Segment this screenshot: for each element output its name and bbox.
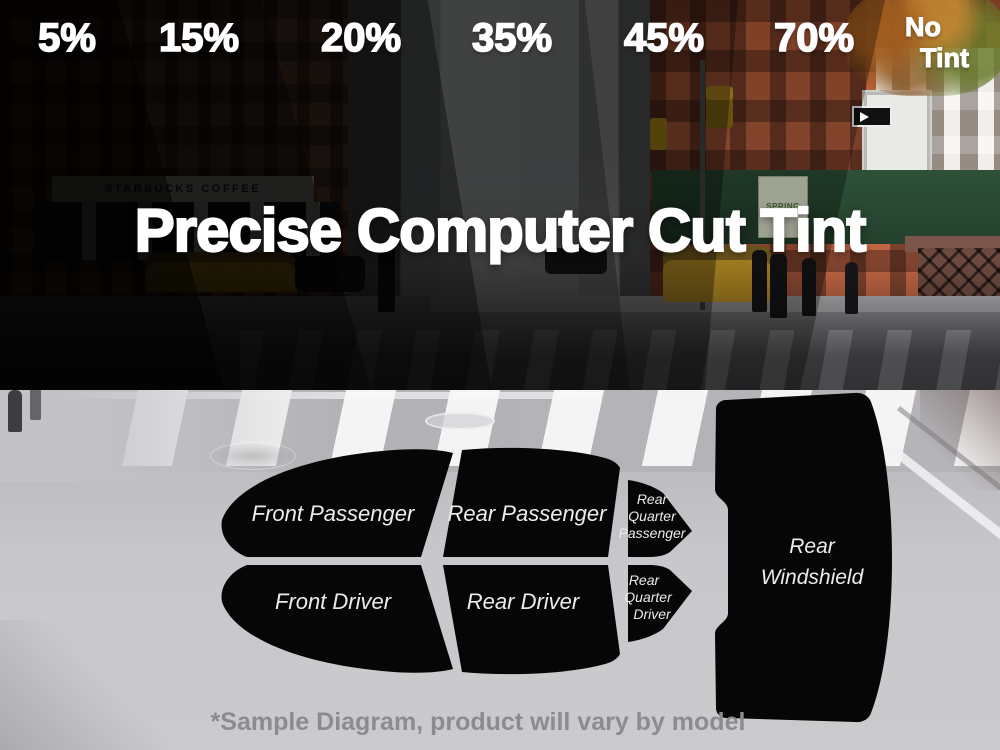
spring-poster: SPRING [758,176,808,238]
tint-label-20: 20% [320,15,402,61]
pedestrian [8,390,22,432]
no-tint-line2: Tint [920,43,970,74]
sample-diagram-footnote: *Sample Diagram, product will vary by mo… [210,708,746,736]
rear-driver-film [443,565,620,675]
one-way-sign-icon [852,106,892,127]
rear-driver-label: Rear Driver [467,589,581,614]
rear-windshield-film [715,392,892,723]
front-driver-label: Front Driver [275,589,393,614]
front-driver-film [221,565,453,673]
page-title: Precise Computer Cut Tint [134,196,868,265]
tint-label-no-tint: No Tint [905,12,995,74]
corner-shadow [0,620,170,750]
window-film-diagram: Front Passenger Rear Passenger Rear Quart… [221,392,892,723]
tree-foliage [846,0,1000,96]
tint-label-35: 35% [471,15,553,61]
city-photo: STARBUCKS COFFEE SPRING 5% 15% 2 [0,0,1000,390]
pedestrian [30,390,41,420]
rear-quarter-driver-film [628,565,692,642]
corner-shadow [920,390,1000,490]
rear-windshield-label: Rear Windshield [761,535,865,589]
tint-label-15: 15% [158,15,240,61]
front-passenger-label: Front Passenger [252,501,416,526]
manhole-cover [425,412,495,430]
rear-quarter-passenger-film [628,480,692,557]
front-passenger-film [221,449,453,557]
rear-quarter-driver-label: Rear Quarter Driver [624,572,673,622]
tint-label-45: 45% [623,15,705,61]
crosswalk-fade [0,390,340,482]
rear-quarter-passenger-label: Rear Quarter Passenger [619,491,687,541]
diagram-section: Front Passenger Rear Passenger Rear Quart… [0,390,1000,750]
rear-passenger-film [443,447,620,557]
no-tint-line1: No [905,12,942,43]
rear-passenger-label: Rear Passenger [448,501,609,526]
bay-window [862,90,932,182]
tint-label-5: 5% [37,15,96,61]
manhole-cover [210,442,296,470]
tint-label-70: 70% [773,15,855,61]
